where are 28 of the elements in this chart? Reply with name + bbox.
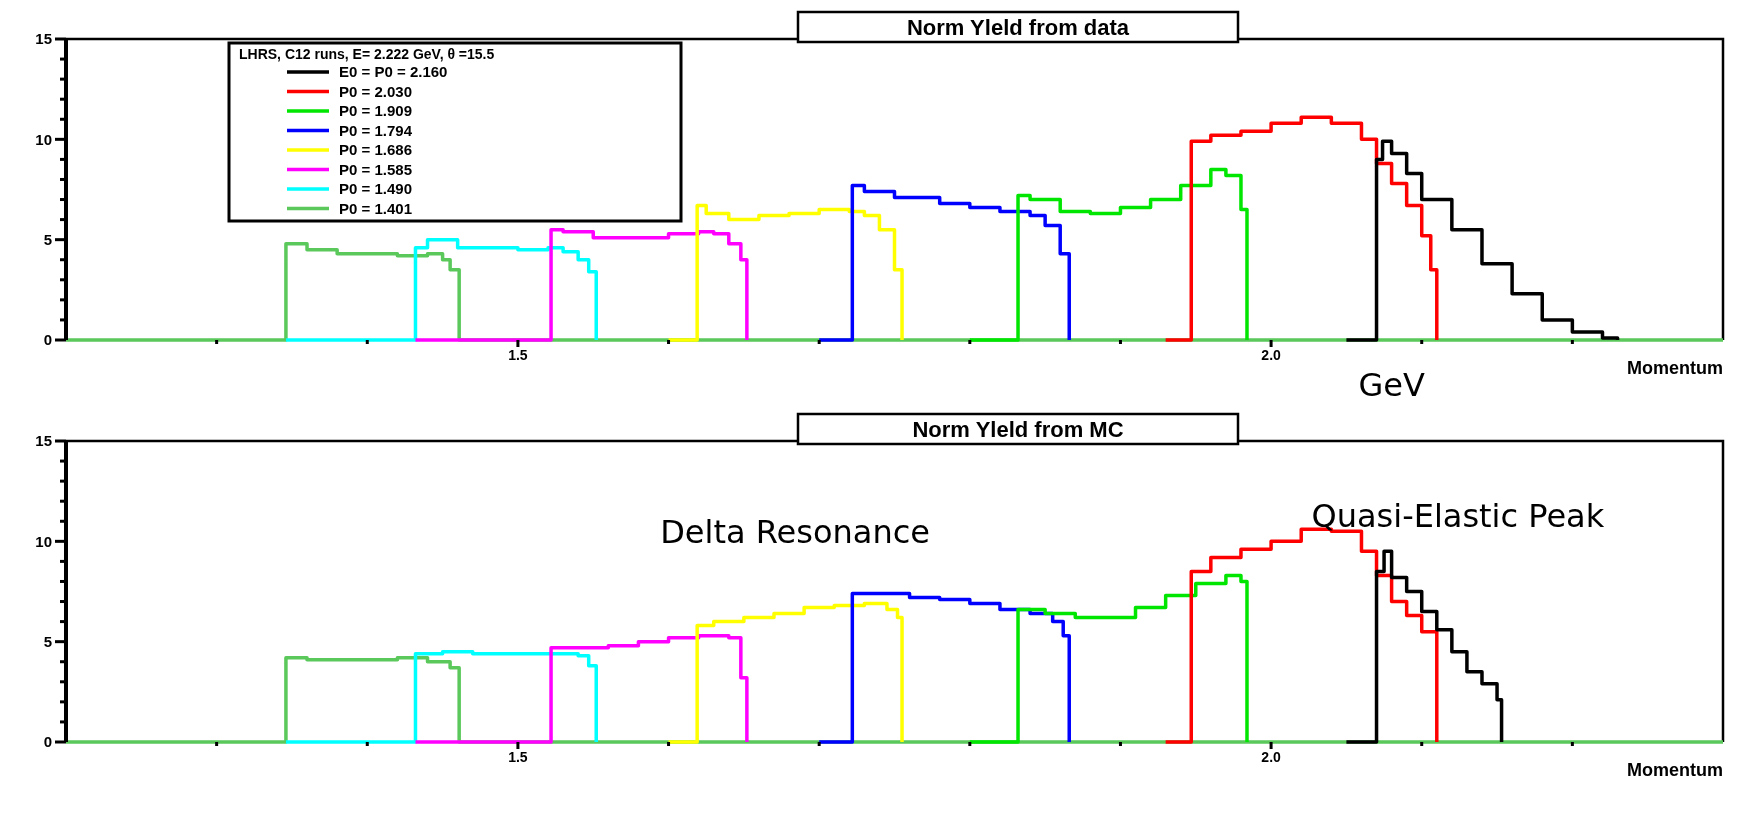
- x-tick-label: 1.5: [508, 749, 528, 765]
- legend-label: P0 = 1.686: [339, 141, 412, 159]
- y-tick-label: 15: [35, 432, 52, 450]
- y-tick-label: 0: [43, 331, 52, 349]
- legend-label: P0 = 2.030: [339, 82, 412, 100]
- chart-title: Norm Yleld from data: [906, 14, 1130, 40]
- y-tick-label: 15: [35, 30, 52, 48]
- x-axis-title: Momentum: [1627, 760, 1723, 780]
- x-axis-title: Momentum: [1627, 358, 1723, 378]
- y-tick-label: 0: [43, 733, 52, 751]
- legend-label: P0 = 1.909: [339, 102, 412, 120]
- y-tick-label: 5: [43, 230, 52, 248]
- y-tick-label: 5: [43, 632, 52, 650]
- text: GeV: [1358, 366, 1425, 405]
- legend-label: P0 = 1.490: [339, 180, 412, 198]
- y-tick-label: 10: [35, 532, 52, 550]
- legend-label: P0 = 1.401: [339, 199, 412, 217]
- legend-label: P0 = 1.585: [339, 160, 412, 178]
- chart-title: Norm Yleld from MC: [912, 416, 1124, 442]
- x-tick-label: 1.5: [508, 347, 528, 363]
- x-tick-label: 2.0: [1261, 347, 1282, 363]
- x-tick-label: 2.0: [1261, 749, 1282, 765]
- annotation: Delta Resonance: [660, 512, 930, 551]
- legend-label: P0 = 1.794: [339, 121, 413, 139]
- annotation: Quasi-Elastic Peak: [1311, 497, 1605, 536]
- y-tick-label: 10: [35, 130, 52, 148]
- legend-label: E0 = P0 = 2.160: [339, 63, 448, 81]
- legend-title: LHRS, C12 runs, E= 2.222 GeV, θ =15.5: [239, 45, 495, 62]
